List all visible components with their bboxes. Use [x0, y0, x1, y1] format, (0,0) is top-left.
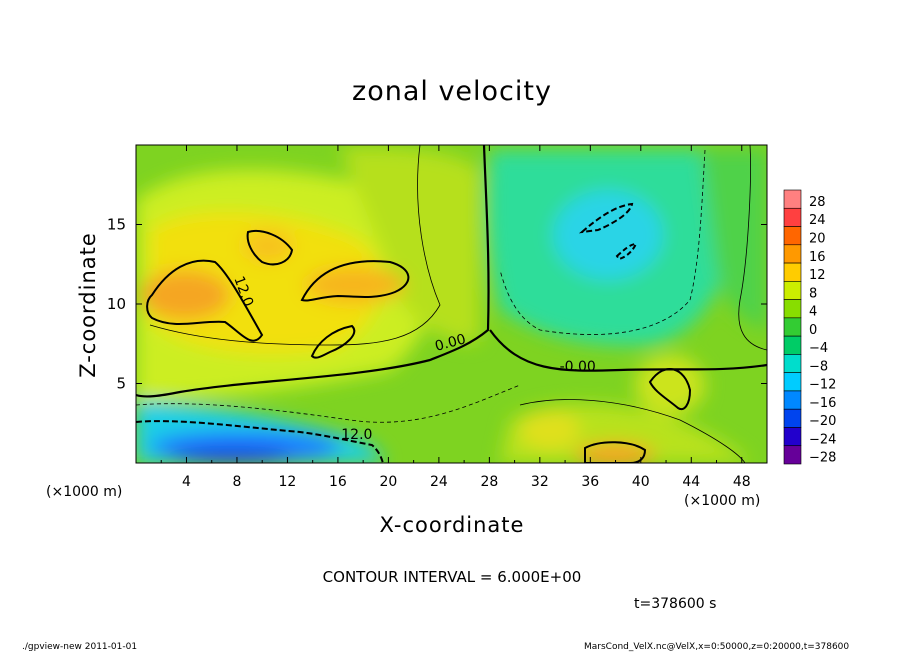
colorbar-swatch [783, 372, 802, 392]
x-tick-label: 8 [232, 474, 241, 490]
colorbar-label: −8 [809, 359, 828, 374]
colorbar-swatch [783, 354, 802, 373]
colorbar-swatch [783, 390, 802, 410]
x-tick-label: 12 [279, 474, 297, 490]
x-tick-label: 16 [329, 474, 347, 490]
colorbar-swatch [783, 317, 802, 337]
footer-left: ./gpview-new 2011-01-01 [22, 642, 138, 652]
colorbar-swatch [783, 408, 802, 428]
colorbar-swatch [783, 244, 802, 264]
contour-label: 0.00 [433, 331, 467, 355]
colorbar-label: 28 [809, 195, 826, 210]
colorbar-swatch [783, 335, 802, 355]
colorbar-label: −16 [809, 396, 836, 411]
x-tick-label: 4 [182, 474, 191, 490]
y-tick-label: 10 [107, 295, 126, 313]
colorbar: 28 24 20 16 12 8 4 0 −4 −8 −12 −16 −20 −24 −28 [783, 189, 836, 466]
colorbar-label: 0 [809, 323, 817, 338]
colorbar-label: −28 [809, 451, 836, 466]
x-unit-left: (×1000 m) [46, 484, 123, 500]
x-tick-label: 44 [682, 474, 700, 490]
time-label: t=378600 s [634, 596, 717, 612]
colorbar-swatch [783, 226, 802, 246]
chart-title: zonal velocity [352, 76, 552, 107]
colorbar-label: 24 [809, 213, 826, 228]
x-axis: 4 8 12 16 20 24 28 32 36 40 44 48 [160, 145, 751, 490]
colorbar-label: 8 [809, 286, 817, 301]
colorbar-label: 4 [809, 305, 817, 320]
x-tick-label: 48 [733, 474, 751, 490]
x-tick-label: 40 [632, 474, 650, 490]
contour-label: 12.0 [341, 427, 372, 443]
colorbar-swatch [783, 262, 802, 282]
colorbar-label: −12 [809, 378, 836, 393]
colorbar-swatch [783, 281, 802, 300]
x-tick-label: 20 [379, 474, 397, 490]
x-tick-label: 24 [430, 474, 448, 490]
colorbar-swatch [783, 207, 802, 227]
colorbar-label: 12 [809, 268, 826, 283]
y-axis: 5 10 15 [107, 216, 767, 393]
colorbar-label: −24 [809, 432, 836, 447]
colorbar-swatch [783, 427, 802, 447]
colorbar-label: 20 [809, 231, 826, 246]
footer-right: MarsCond_VelX.nc@VelX,x=0:50000,z=0:2000… [584, 642, 850, 652]
colorbar-label: −20 [809, 414, 836, 429]
contour-interval-label: CONTOUR INTERVAL = 6.000E+00 [322, 568, 582, 586]
contour-lines [136, 145, 767, 463]
x-axis-label: X-coordinate [379, 513, 525, 537]
colorbar-label: 16 [809, 250, 826, 265]
y-tick-label: 5 [116, 375, 126, 393]
x-tick-label: 28 [480, 474, 498, 490]
colorbar-label: −4 [809, 341, 828, 356]
y-tick-label: 15 [107, 216, 126, 234]
colorbar-swatch [783, 445, 802, 465]
x-tick-label: 32 [531, 474, 549, 490]
colorbar-swatch [783, 189, 802, 209]
x-tick-label: 36 [581, 474, 599, 490]
colorbar-swatch [783, 299, 802, 319]
contour-label: -0.00 [560, 359, 596, 375]
y-axis-label: Z-coordinate [76, 232, 100, 378]
x-unit-right: (×1000 m) [684, 493, 761, 509]
